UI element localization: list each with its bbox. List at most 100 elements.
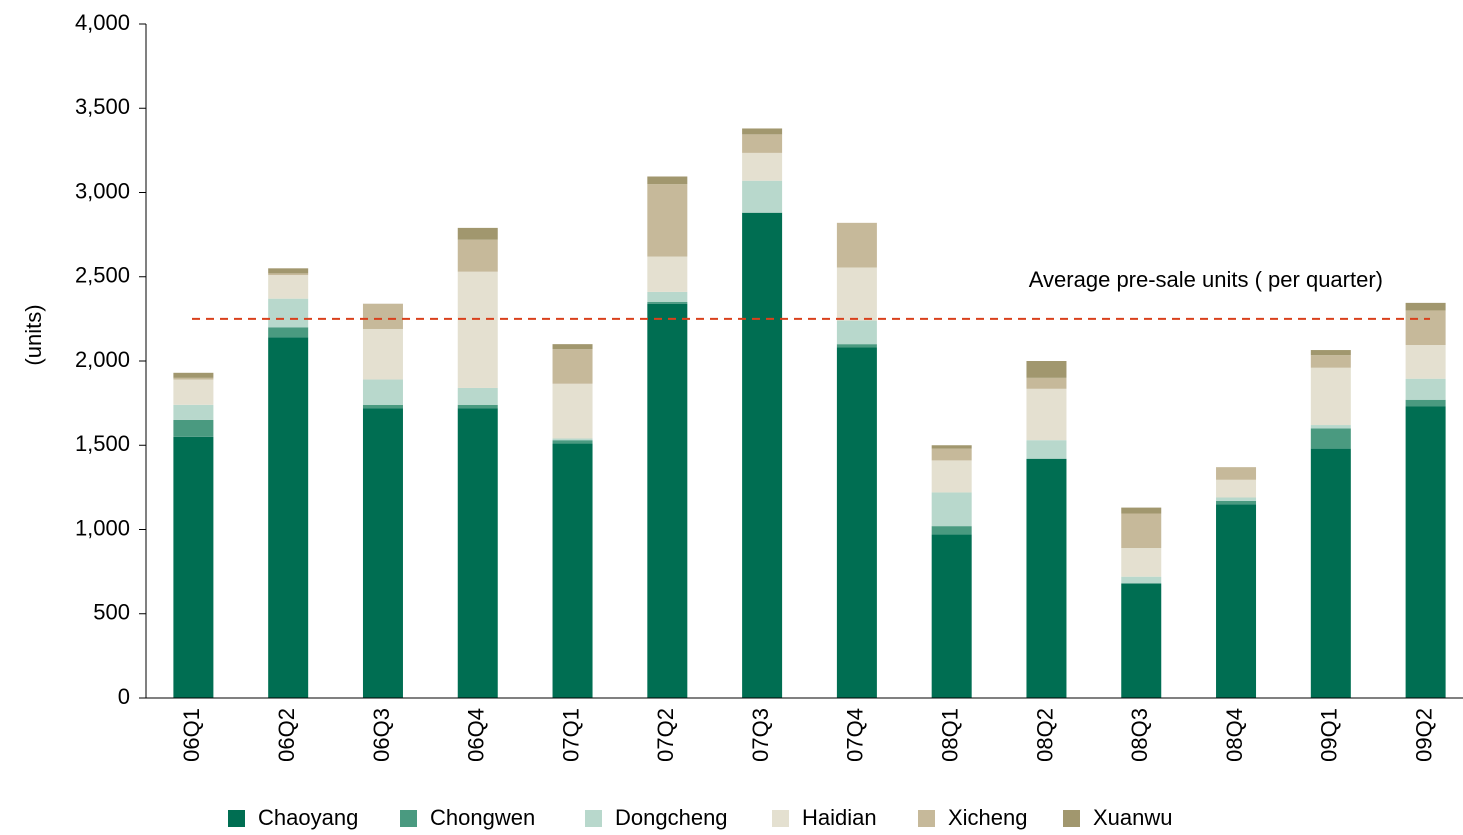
x-tick-label: 09Q2 — [1411, 708, 1436, 762]
x-tick-label: 08Q1 — [937, 708, 962, 762]
x-tick-label: 07Q4 — [843, 708, 868, 762]
y-tick-label: 3,500 — [75, 94, 130, 119]
bar-segment — [173, 436, 214, 698]
bar-segment — [268, 268, 309, 274]
bar-segment — [552, 344, 593, 350]
bar-segment — [1216, 467, 1257, 480]
bar-segment — [362, 404, 403, 409]
bar-segment — [1310, 350, 1351, 356]
bar-segment — [1310, 355, 1351, 368]
bar-segment — [457, 227, 498, 240]
y-tick-label: 1,500 — [75, 431, 130, 456]
y-tick-label: 3,000 — [75, 178, 130, 203]
bar-segment — [647, 184, 688, 257]
bar-segment — [647, 302, 688, 304]
x-tick-label: 08Q3 — [1127, 708, 1152, 762]
bar-segment — [1310, 448, 1351, 698]
legend-label: Xuanwu — [1093, 805, 1173, 830]
bar-segment — [268, 327, 309, 338]
bar-segment — [362, 408, 403, 698]
bar-segment — [836, 222, 877, 268]
bar-segment — [1405, 378, 1446, 400]
bar-segment — [742, 128, 783, 135]
x-tick-label: 06Q2 — [274, 708, 299, 762]
bar-segment — [173, 379, 214, 405]
bar-segment — [1310, 425, 1351, 429]
bar-segment — [647, 303, 688, 698]
legend-label: Chaoyang — [258, 805, 358, 830]
bar-segment — [1405, 399, 1446, 407]
bar-segment — [836, 347, 877, 698]
bar-segment — [742, 212, 783, 698]
bar-segment — [1405, 302, 1446, 311]
bar-segment — [1216, 497, 1257, 501]
y-tick-label: 0 — [118, 684, 130, 709]
bar-segment — [173, 377, 214, 380]
bar-segment — [1121, 507, 1162, 514]
bar-segment — [647, 256, 688, 292]
bar-segment — [552, 349, 593, 384]
bar-segment — [836, 344, 877, 348]
legend-label: Chongwen — [430, 805, 535, 830]
y-axis-label: (units) — [21, 304, 46, 365]
y-tick-label: 500 — [93, 600, 130, 625]
legend-swatch — [400, 810, 417, 827]
legend-label: Haidian — [802, 805, 877, 830]
bar-segment — [931, 460, 972, 493]
legend-swatch — [1063, 810, 1080, 827]
bar-segment — [836, 320, 877, 345]
bar-segment — [268, 273, 309, 276]
legend-swatch — [918, 810, 935, 827]
bar-segment — [457, 387, 498, 405]
bar-segment — [268, 275, 309, 299]
bar-segment — [1405, 344, 1446, 379]
x-tick-label: 08Q2 — [1032, 708, 1057, 762]
bar-segment — [836, 267, 877, 321]
bar-segment — [1026, 377, 1067, 389]
bar-segment — [742, 134, 783, 153]
bar-segment — [742, 152, 783, 181]
y-tick-label: 2,500 — [75, 263, 130, 288]
bar-segment — [362, 328, 403, 380]
x-tick-label: 06Q1 — [179, 708, 204, 762]
bar-segment — [1121, 583, 1162, 698]
bar-segment — [931, 534, 972, 698]
bar-segment — [1216, 500, 1257, 505]
bar-segment — [552, 440, 593, 444]
y-tick-label: 1,000 — [75, 515, 130, 540]
bar-segment — [1216, 479, 1257, 498]
x-tick-label: 09Q1 — [1317, 708, 1342, 762]
bar-segment — [173, 372, 214, 378]
bar-segment — [457, 271, 498, 388]
bar-segment — [457, 239, 498, 272]
bar-segment — [931, 492, 972, 527]
bar-segment — [647, 176, 688, 185]
x-tick-label: 08Q4 — [1222, 708, 1247, 762]
bar-segment — [1216, 504, 1257, 698]
bar-segment — [552, 443, 593, 698]
legend-label: Xicheng — [948, 805, 1028, 830]
bar-segment — [1310, 367, 1351, 426]
x-tick-label: 07Q3 — [748, 708, 773, 762]
x-tick-label: 07Q1 — [558, 708, 583, 762]
bar-segment — [457, 408, 498, 698]
bar-segment — [1405, 406, 1446, 698]
bar-segment — [1026, 458, 1067, 698]
bar-segment — [268, 298, 309, 328]
bar-segment — [931, 448, 972, 461]
bar-segment — [457, 404, 498, 409]
bar-segment — [173, 419, 214, 437]
bar-segment — [647, 291, 688, 303]
x-tick-label: 06Q3 — [369, 708, 394, 762]
bar-segment — [362, 379, 403, 405]
bar-segment — [1121, 513, 1162, 549]
reference-label: Average pre-sale units ( per quarter) — [1029, 267, 1383, 292]
bar-segment — [1026, 361, 1067, 378]
legend-swatch — [228, 810, 245, 827]
legend-swatch — [772, 810, 789, 827]
bar-segment — [268, 337, 309, 698]
x-tick-label: 07Q2 — [653, 708, 678, 762]
bar-segment — [931, 445, 972, 449]
x-tick-label: 06Q4 — [464, 708, 489, 762]
